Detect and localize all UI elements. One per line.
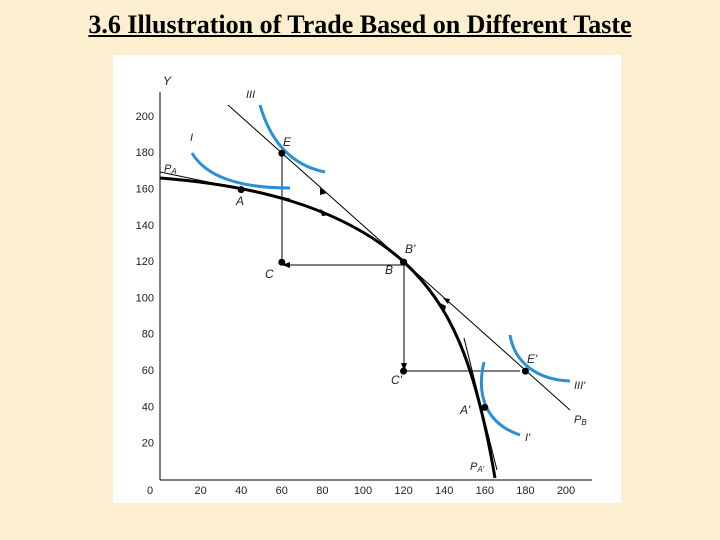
curve-label: PA': [470, 461, 485, 474]
y-tick-label: 100: [136, 292, 154, 304]
x-tick-label: 140: [435, 485, 453, 497]
y-tick-label: 160: [136, 184, 154, 196]
curve-label-main: P: [164, 163, 172, 175]
x-tick-label: 60: [276, 485, 288, 497]
y-tick-label: 140: [136, 220, 154, 232]
chart-background: [113, 55, 621, 503]
arrow: [282, 262, 290, 268]
arrow: [440, 303, 446, 314]
point: [278, 258, 286, 266]
point: [400, 367, 408, 375]
curve-label: III: [246, 89, 255, 101]
curve-label-main: P: [470, 461, 478, 473]
curve-label: I: [190, 132, 193, 144]
y-axis-label: Y: [163, 74, 172, 88]
y-tick-label: 80: [142, 329, 154, 341]
point: [400, 258, 408, 266]
arrow: [320, 209, 330, 216]
slide-title: 3.6 Illustration of Trade Based on Diffe…: [88, 10, 632, 39]
curve-label: PA: [164, 163, 177, 176]
curve-label-main: P: [574, 414, 582, 426]
indifference-curve: [258, 104, 326, 174]
point-label: C': [391, 373, 403, 387]
y-tick-label: 60: [142, 365, 154, 377]
curve-label-sub: B: [581, 418, 587, 427]
y-tick-label: 40: [142, 401, 154, 413]
curve-label: PB: [574, 414, 587, 427]
x-tick-label: 20: [194, 485, 206, 497]
y-tick-label: 200: [136, 111, 154, 123]
x-tick-label: 200: [557, 485, 575, 497]
point: [481, 403, 489, 411]
y-tick-label: 20: [142, 438, 154, 450]
x-tick-label: 0: [147, 485, 153, 497]
x-tick-label: 120: [394, 485, 412, 497]
point-label: A': [459, 403, 471, 417]
point: [237, 186, 245, 194]
point: [521, 367, 529, 375]
y-tick-label: 180: [136, 147, 154, 159]
indifference-curve: [190, 152, 291, 190]
x-tick-label: 80: [316, 485, 328, 497]
point-label: B: [385, 263, 393, 277]
curve-label-sub: A: [170, 167, 176, 176]
point-label: E: [283, 135, 292, 149]
x-tick-label: 100: [354, 485, 372, 497]
arrow: [320, 188, 327, 195]
y-tick-label: 120: [136, 256, 154, 268]
curve-label-sub: A': [476, 465, 484, 474]
indifference-curve: [508, 334, 571, 383]
x-tick-label: 180: [516, 485, 534, 497]
point-label: E': [527, 352, 538, 366]
point-label: A: [235, 194, 244, 208]
x-tick-label: 160: [476, 485, 494, 497]
curve-label: I': [525, 432, 531, 444]
arrow: [443, 298, 450, 304]
point-label: B': [405, 242, 416, 256]
curve-label: III': [574, 380, 586, 392]
x-tick-label: 40: [235, 485, 247, 497]
point-label: C: [265, 267, 274, 281]
point: [278, 149, 286, 157]
arrow: [401, 363, 407, 371]
